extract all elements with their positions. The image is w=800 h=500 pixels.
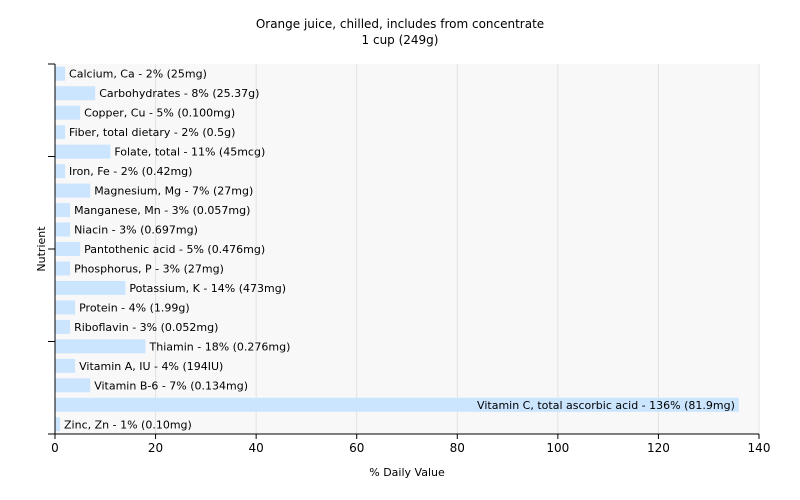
bar bbox=[55, 125, 66, 140]
bar-label: Zinc, Zn - 1% (0.10mg) bbox=[64, 418, 192, 431]
bar bbox=[55, 339, 146, 354]
bar-label: Fiber, total dietary - 2% (0.5g) bbox=[69, 126, 235, 139]
axes-group: 0 20 40 60 80 100 120 140 bbox=[48, 63, 771, 455]
x-tick-label: 80 bbox=[450, 441, 465, 455]
bar bbox=[55, 222, 71, 237]
bar-label: Copper, Cu - 5% (0.100mg) bbox=[84, 107, 235, 120]
bar bbox=[55, 300, 76, 315]
x-axis-title: % Daily Value bbox=[369, 466, 445, 479]
bar bbox=[55, 280, 126, 295]
bar bbox=[55, 417, 61, 432]
bar bbox=[55, 183, 91, 198]
bar-label: Carbohydrates - 8% (25.37g) bbox=[99, 87, 259, 100]
bar-label: Iron, Fe - 2% (0.42mg) bbox=[69, 165, 192, 178]
x-tick-label: 120 bbox=[647, 441, 670, 455]
bar bbox=[55, 66, 66, 81]
bar-label: Pantothenic acid - 5% (0.476mg) bbox=[84, 243, 265, 256]
bar-label: Potassium, K - 14% (473mg) bbox=[129, 282, 286, 295]
bar-label: Folate, total - 11% (45mcg) bbox=[114, 146, 265, 159]
bar bbox=[55, 358, 76, 373]
x-tick-label: 0 bbox=[51, 441, 59, 455]
x-tick-label: 60 bbox=[349, 441, 364, 455]
bar bbox=[55, 164, 66, 179]
bar bbox=[55, 203, 71, 218]
plot-area bbox=[55, 64, 759, 434]
bar-label: Magnesium, Mg - 7% (27mg) bbox=[94, 185, 253, 198]
bar-label: Vitamin A, IU - 4% (194IU) bbox=[79, 360, 223, 373]
bar bbox=[55, 144, 111, 159]
bar-label: Calcium, Ca - 2% (25mg) bbox=[69, 68, 207, 81]
x-tick-label: 100 bbox=[546, 441, 569, 455]
bar bbox=[55, 86, 96, 101]
gridlines bbox=[155, 64, 760, 434]
bar-label: Manganese, Mn - 3% (0.057mg) bbox=[74, 204, 250, 217]
bar bbox=[55, 319, 71, 334]
bar bbox=[55, 397, 739, 412]
bar bbox=[55, 105, 81, 120]
y-axis-title: Nutrient bbox=[35, 226, 48, 272]
bar-label: Vitamin C, total ascorbic acid - 136% (8… bbox=[477, 399, 735, 412]
x-tick-label: 40 bbox=[249, 441, 264, 455]
chart-subtitle: 1 cup (249g) bbox=[362, 33, 439, 47]
bar-label: Phosphorus, P - 3% (27mg) bbox=[74, 262, 224, 275]
x-tick-label: 140 bbox=[748, 441, 771, 455]
bars-group: Calcium, Ca - 2% (25mg) Carbohydrates - 8… bbox=[55, 66, 739, 432]
bar-label: Vitamin B-6 - 7% (0.134mg) bbox=[94, 379, 248, 392]
bar-label: Thiamin - 18% (0.276mg) bbox=[149, 340, 291, 353]
bar bbox=[55, 378, 91, 393]
bar-label: Riboflavin - 3% (0.052mg) bbox=[74, 321, 218, 334]
chart-title: Orange juice, chilled, includes from con… bbox=[256, 17, 544, 31]
bar-label: Protein - 4% (1.99g) bbox=[79, 301, 190, 314]
bar-label: Niacin - 3% (0.697mg) bbox=[74, 224, 198, 237]
bar bbox=[55, 242, 81, 256]
x-tick-label: 20 bbox=[148, 441, 163, 455]
bar bbox=[55, 261, 71, 276]
